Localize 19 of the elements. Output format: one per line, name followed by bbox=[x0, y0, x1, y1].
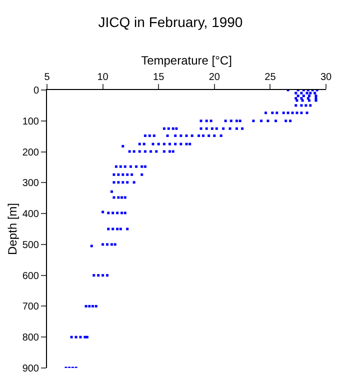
x-tick-label: 5 bbox=[44, 72, 50, 83]
y-tick-label: 0 bbox=[33, 86, 40, 96]
y-tick-label: 600 bbox=[22, 270, 40, 282]
x-tick-label: 25 bbox=[264, 72, 276, 83]
x-tick-label: 30 bbox=[320, 72, 332, 83]
y-tick-label: 800 bbox=[22, 332, 40, 344]
x-tick-label: 20 bbox=[208, 72, 220, 83]
y-tick-label: 900 bbox=[22, 364, 40, 374]
y-axis-title: Depth [m] bbox=[6, 202, 20, 256]
x-tick-label: 15 bbox=[153, 72, 165, 83]
chart-title: JICQ in February, 1990 bbox=[98, 14, 243, 30]
x-tick-label: 10 bbox=[97, 72, 109, 83]
y-tick-label: 300 bbox=[22, 178, 40, 190]
y-tick-label: 100 bbox=[22, 116, 40, 128]
y-tick-label: 200 bbox=[22, 147, 40, 158]
x-axis-title: Temperature [°C] bbox=[141, 53, 232, 68]
y-tick-label: 400 bbox=[22, 209, 40, 220]
y-tick-label: 700 bbox=[22, 302, 40, 313]
y-tick-label: 500 bbox=[22, 240, 40, 251]
